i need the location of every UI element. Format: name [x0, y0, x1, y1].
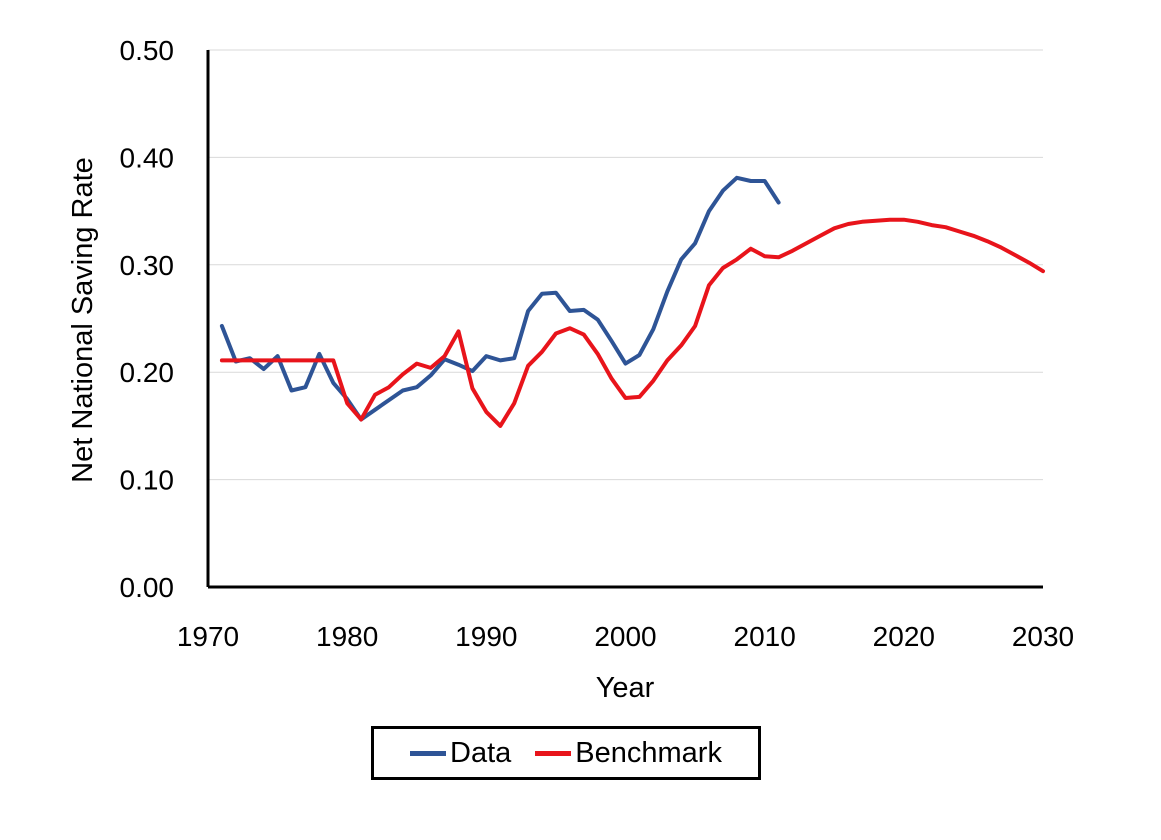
y-tick-label: 0.50: [120, 35, 175, 66]
chart-legend: Data Benchmark: [371, 726, 761, 780]
legend-swatch-data: [410, 750, 447, 756]
x-tick-label: 1970: [177, 621, 239, 652]
x-tick-labels: 1970 1980 1990 2000 2010 2020 2030: [177, 621, 1074, 652]
x-tick-label: 1980: [316, 621, 378, 652]
legend-label-benchmark: Benchmark: [575, 736, 722, 769]
x-axis-title: Year: [596, 672, 655, 704]
x-tick-label: 1990: [455, 621, 517, 652]
legend-item-benchmark: Benchmark: [535, 737, 722, 770]
legend-label-data: Data: [450, 736, 512, 769]
x-tick-label: 2000: [594, 621, 656, 652]
x-tick-label: 2020: [873, 621, 935, 652]
y-tick-label: 0.00: [120, 572, 175, 603]
y-tick-label: 0.30: [120, 250, 175, 281]
series-lines: [219, 175, 1045, 428]
y-tick-label: 0.40: [120, 142, 175, 173]
x-tick-label: 2010: [734, 621, 796, 652]
y-tick-label: 0.10: [120, 465, 175, 496]
series-line-benchmark: [219, 217, 1045, 428]
y-axis-title: Net National Saving Rate: [67, 157, 99, 483]
legend-swatch-benchmark: [535, 750, 572, 756]
series-line-data: [219, 175, 781, 422]
y-tick-labels: 0.00 0.10 0.20 0.30 0.40 0.50: [120, 35, 175, 603]
legend-item-data: Data: [410, 737, 511, 770]
gridlines: [208, 49, 1043, 481]
x-tick-label: 2030: [1012, 621, 1074, 652]
y-tick-label: 0.20: [120, 357, 175, 388]
